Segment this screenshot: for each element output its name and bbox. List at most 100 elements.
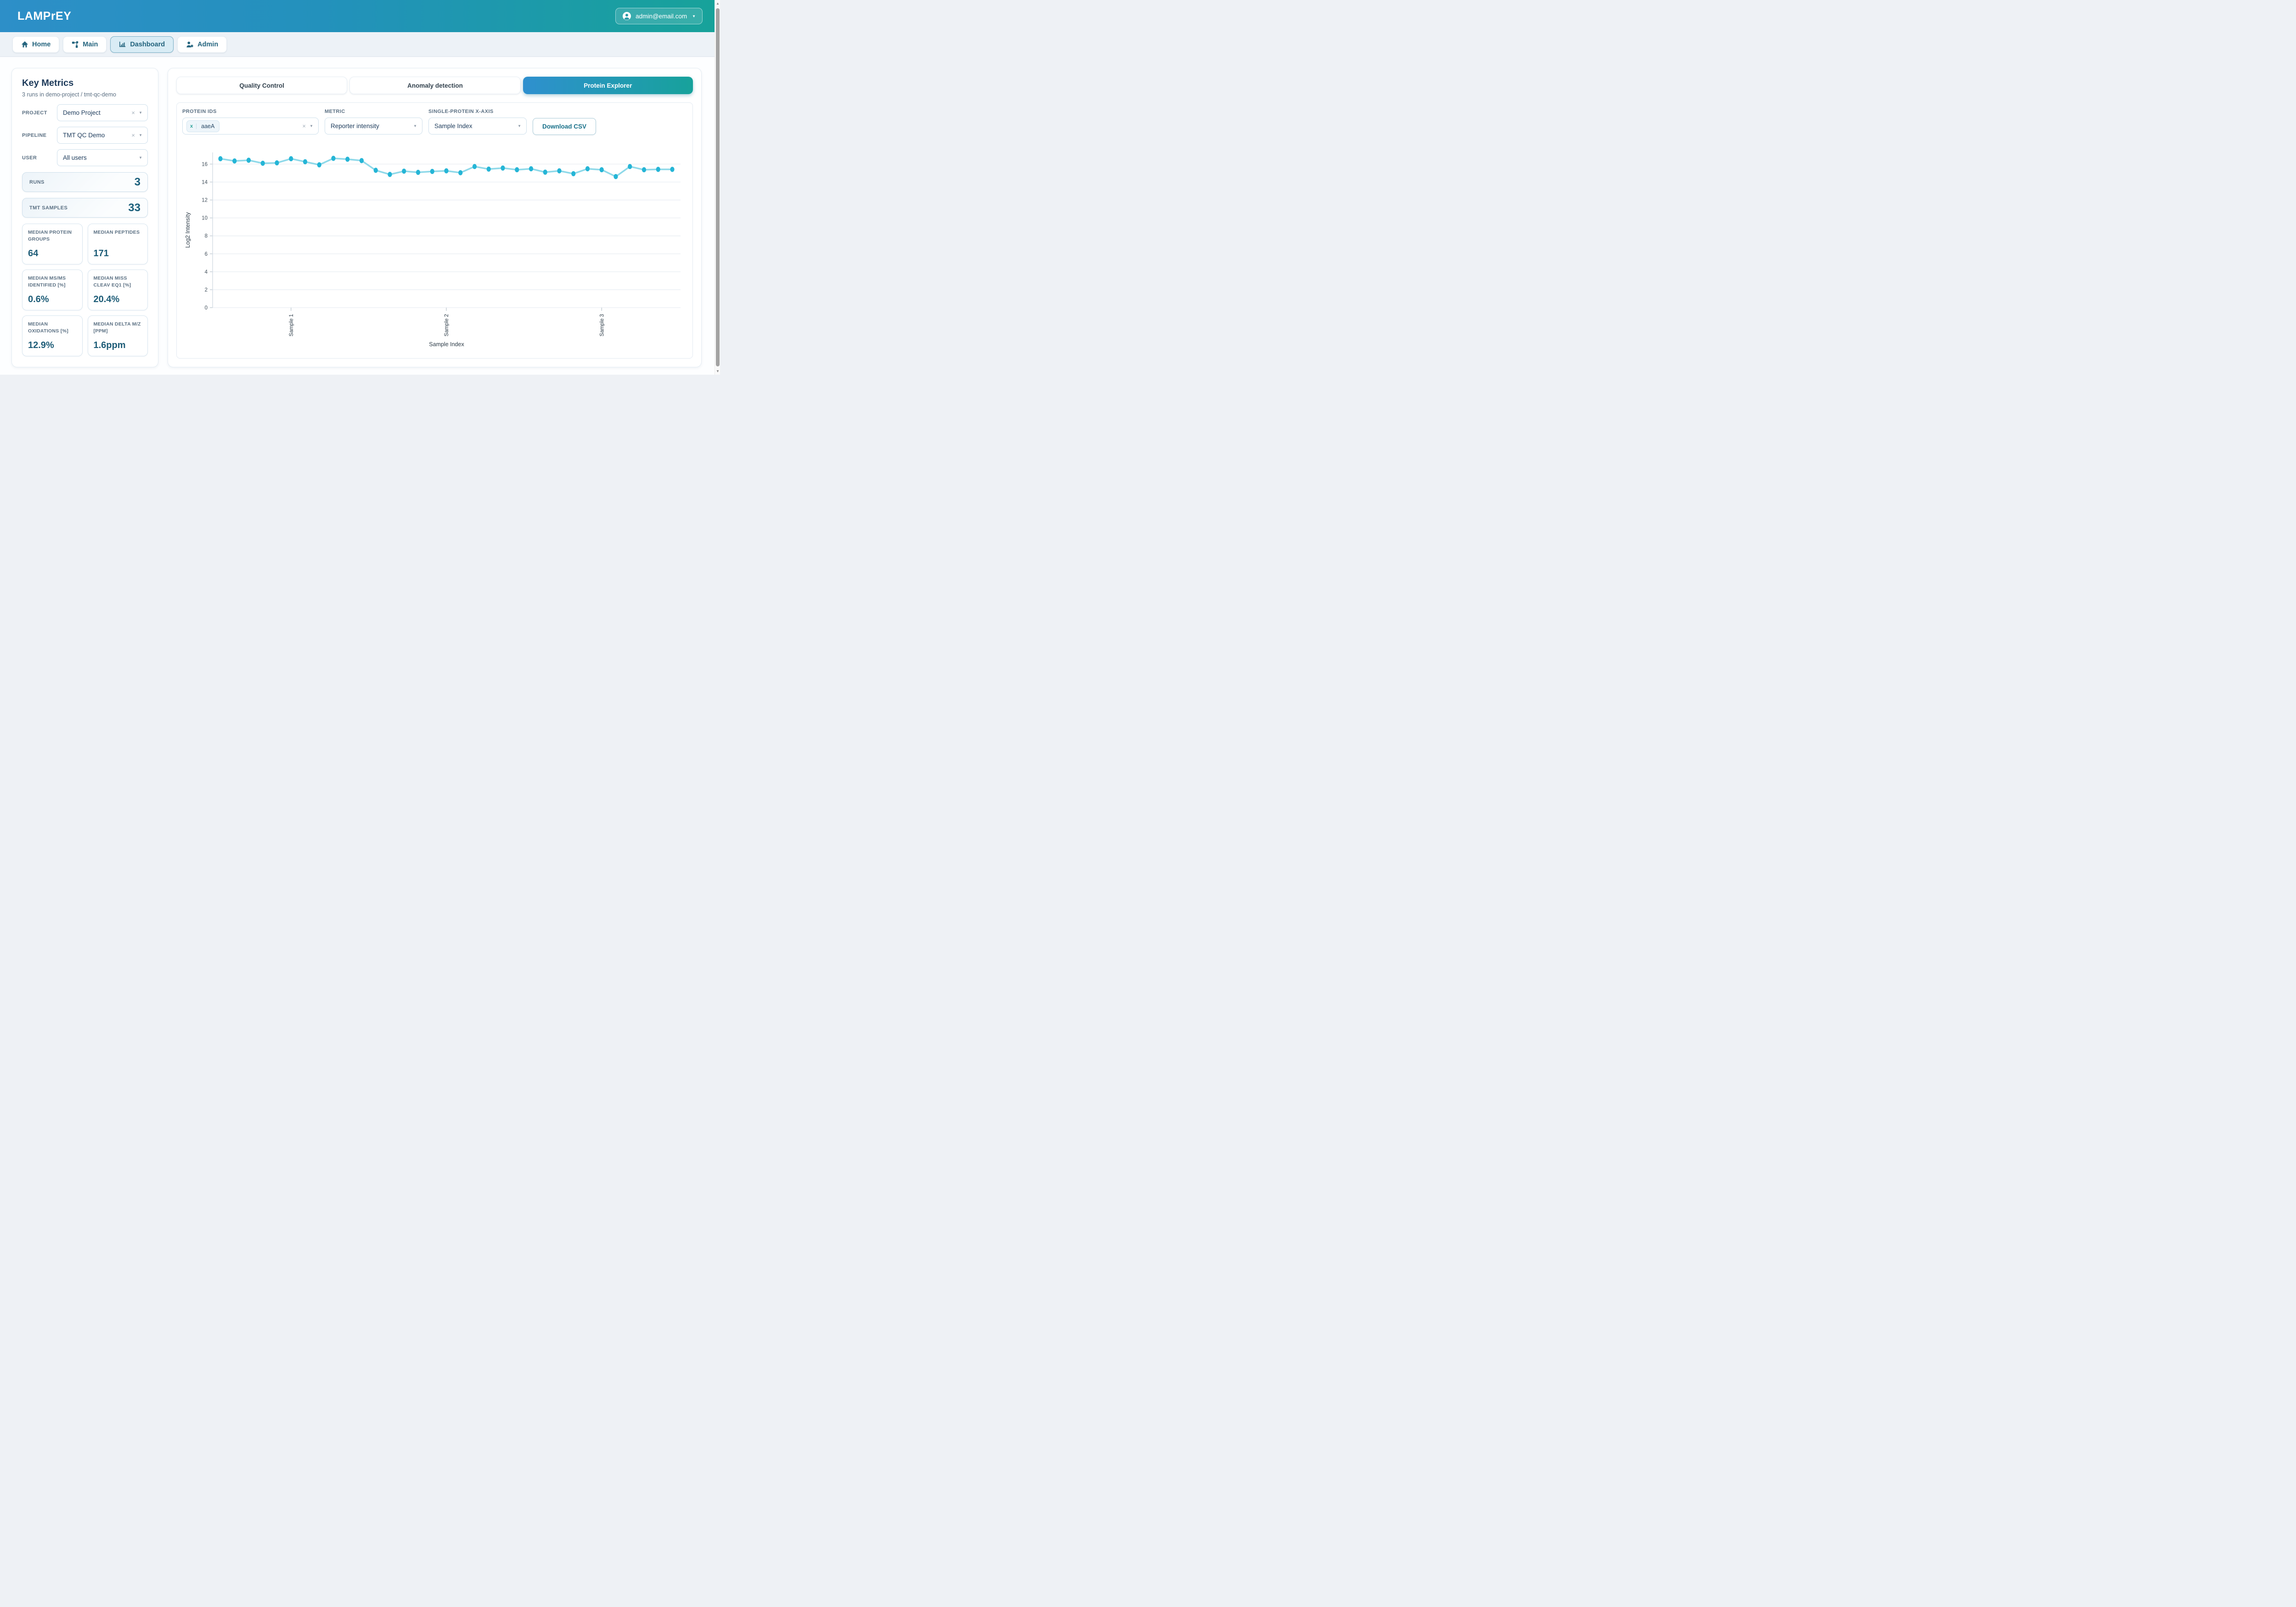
xaxis-select[interactable]: Sample Index ▼ — [428, 118, 527, 135]
protein-explorer-panel: PROTEIN IDS x aaeA × ▼ METRIC — [176, 102, 693, 359]
metric-card-peptides: MEDIAN PEPTIDES 171 — [87, 224, 148, 264]
metric-value: 0.6% — [28, 294, 49, 304]
pipeline-select[interactable]: TMT QC Demo × ▼ — [57, 127, 148, 144]
filter-user: USER All users ▼ — [22, 149, 148, 166]
svg-text:Sample 2: Sample 2 — [444, 314, 450, 337]
user-select[interactable]: All users ▼ — [57, 149, 148, 166]
tag-remove-icon[interactable]: x — [187, 123, 197, 129]
panel-title: Key Metrics — [22, 78, 74, 88]
page: LAMPrEY admin@email.com ▼ Home Main Dash… — [0, 0, 720, 375]
metric-card-protein-groups: MEDIAN PROTEIN GROUPS 64 — [22, 224, 83, 264]
scroll-up-icon[interactable]: ▲ — [716, 1, 720, 6]
protein-chart: 0 2 4 6 8 10 12 14 16 Sample 1 Sample 2 Sample 3 Sam… — [185, 152, 681, 348]
stat-runs: RUNS 3 — [22, 172, 148, 192]
bar-chart-icon — [119, 41, 126, 48]
protein-tag: x aaeA — [186, 120, 220, 132]
tag-label: aaeA — [201, 123, 215, 129]
metric-cards: MEDIAN PROTEIN GROUPS 64 MEDIAN PEPTIDES… — [22, 224, 148, 356]
svg-text:0: 0 — [205, 305, 208, 311]
metric-label: MEDIAN PEPTIDES — [93, 230, 140, 235]
chevron-down-icon[interactable]: ▼ — [139, 133, 142, 137]
stat-value: 3 — [134, 175, 141, 188]
user-avatar-icon — [622, 11, 631, 21]
metric-value: 64 — [28, 248, 39, 258]
filter-pipeline: PIPELINE TMT QC Demo × ▼ — [22, 127, 148, 144]
scrollbar-thumb[interactable] — [716, 8, 720, 366]
project-select-value: Demo Project — [63, 109, 101, 116]
metric-value: 171 — [93, 248, 109, 258]
app-title: LAMPrEY — [17, 9, 72, 22]
control-label: PROTEIN IDS — [182, 109, 217, 114]
project-select[interactable]: Demo Project × ▼ — [57, 104, 148, 121]
tab-quality-control[interactable]: Quality Control — [176, 77, 348, 94]
scroll-down-icon[interactable]: ▼ — [716, 369, 720, 373]
control-label: METRIC — [325, 109, 345, 114]
chart-wrap: 0 2 4 6 8 10 12 14 16 Sample 1 Sample 2 Sample 3 Sam… — [182, 139, 687, 357]
filter-project: PROJECT Demo Project × ▼ — [22, 104, 148, 121]
metric-label: MEDIAN DELTA M/Z [PPM] — [93, 321, 141, 334]
primary-nav: Home Main Dashboard Admin — [0, 32, 715, 57]
app-header: LAMPrEY admin@email.com ▼ — [0, 0, 715, 32]
clear-icon[interactable]: × — [302, 123, 306, 129]
nav-item-dashboard[interactable]: Dashboard — [110, 36, 174, 53]
svg-text:2: 2 — [205, 287, 208, 293]
user-menu-button[interactable]: admin@email.com ▼ — [615, 8, 703, 24]
xaxis-control: SINGLE-PROTEIN X-AXIS Sample Index ▼ — [428, 109, 527, 135]
page-scrollbar[interactable]: ▲ ▼ — [715, 0, 720, 375]
clear-icon[interactable]: × — [131, 109, 135, 116]
nav-item-admin[interactable]: Admin — [177, 36, 227, 53]
chevron-down-icon[interactable]: ▼ — [413, 124, 417, 128]
home-icon — [21, 41, 28, 48]
stat-label: RUNS — [29, 179, 45, 185]
metric-control: METRIC Reporter intensity ▼ — [325, 109, 422, 135]
nav-item-label: Home — [32, 40, 51, 48]
metric-label: MEDIAN OXIDATIONS [%] — [28, 321, 69, 334]
explorer-tabs: Quality Control Anomaly detection Protei… — [176, 77, 693, 94]
metric-select[interactable]: Reporter intensity ▼ — [325, 118, 422, 135]
metric-label: MEDIAN MISS CLEAV EQ1 [%] — [93, 275, 131, 288]
tab-protein-explorer[interactable]: Protein Explorer — [523, 77, 693, 94]
explorer-card: Quality Control Anomaly detection Protei… — [168, 68, 702, 367]
svg-text:16: 16 — [202, 162, 208, 167]
svg-text:Sample 3: Sample 3 — [599, 314, 605, 337]
svg-text:Log2 Intensity: Log2 Intensity — [185, 212, 191, 248]
svg-text:6: 6 — [205, 252, 208, 257]
filter-label: PIPELINE — [22, 132, 47, 138]
chevron-down-icon[interactable]: ▼ — [139, 111, 142, 115]
panel-subtitle: 3 runs in demo-project / tmt-qc-demo — [22, 91, 116, 98]
key-metrics-panel: Key Metrics 3 runs in demo-project / tmt… — [11, 68, 158, 367]
svg-text:12: 12 — [202, 198, 208, 203]
filters: PROJECT Demo Project × ▼ PIPELINE TMT QC… — [22, 104, 148, 166]
nav-item-label: Dashboard — [130, 40, 165, 48]
protein-ids-multiselect[interactable]: x aaeA × ▼ — [182, 118, 319, 135]
svg-text:Sample Index: Sample Index — [429, 341, 464, 348]
chevron-down-icon[interactable]: ▼ — [139, 156, 142, 160]
control-label: SINGLE-PROTEIN X-AXIS — [428, 109, 494, 114]
chevron-down-icon: ▼ — [692, 14, 696, 18]
metric-label: MEDIAN MS/MS IDENTIFIED [%] — [28, 275, 66, 288]
metric-value: 20.4% — [93, 294, 120, 304]
chevron-down-icon[interactable]: ▼ — [310, 124, 313, 128]
user-gear-icon — [186, 41, 194, 48]
stat-tmt-samples: TMT SAMPLES 33 — [22, 198, 148, 218]
nav-item-label: Admin — [197, 40, 219, 48]
nav-item-home[interactable]: Home — [12, 36, 60, 53]
tab-anomaly-detection[interactable]: Anomaly detection — [349, 77, 521, 94]
stat-value: 33 — [128, 201, 141, 214]
metric-value: 12.9% — [28, 340, 54, 350]
nav-item-main[interactable]: Main — [63, 36, 107, 53]
clear-icon[interactable]: × — [131, 132, 135, 139]
metric-select-value: Reporter intensity — [331, 123, 379, 129]
metric-card-delta-mz: MEDIAN DELTA M/Z [PPM] 1.6ppm — [87, 315, 148, 356]
metric-card-msms-identified: MEDIAN MS/MS IDENTIFIED [%] 0.6% — [22, 270, 83, 310]
metric-label: MEDIAN PROTEIN GROUPS — [28, 230, 72, 242]
metric-value: 1.6ppm — [93, 340, 126, 350]
download-csv-button[interactable]: Download CSV — [533, 118, 597, 135]
svg-text:4: 4 — [205, 270, 208, 275]
protein-ids-control: PROTEIN IDS x aaeA × ▼ — [182, 109, 319, 135]
chevron-down-icon[interactable]: ▼ — [518, 124, 521, 128]
svg-text:8: 8 — [205, 234, 208, 239]
user-select-value: All users — [63, 154, 87, 161]
svg-text:Sample 1: Sample 1 — [289, 314, 294, 337]
metric-card-miss-cleav: MEDIAN MISS CLEAV EQ1 [%] 20.4% — [87, 270, 148, 310]
